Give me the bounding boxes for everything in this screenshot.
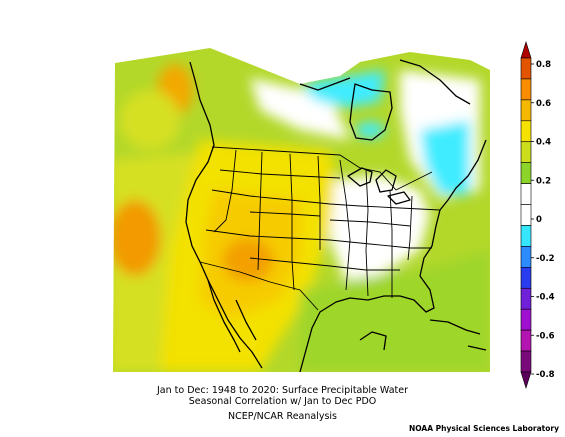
colorbar-label: -0.8: [536, 370, 555, 380]
colorbar-label: -0.4: [536, 293, 555, 303]
colorbar-segment: [520, 246, 532, 268]
colorbar-segment: [520, 78, 532, 101]
political-boundaries: [199, 146, 441, 311]
caption-line-2: Seasonal Correlation w/ Jan to Dec PDO: [188, 396, 377, 407]
colorbar-label: -0.2: [536, 254, 555, 264]
colorbar-label: 0.2: [536, 176, 551, 186]
map-field: [113, 48, 490, 372]
colorbar-segment: [520, 308, 532, 331]
caption-line-3: NCEP/NCAR Reanalysis: [227, 411, 337, 422]
colorbar-segment: [520, 225, 532, 247]
colorbar-segment: [520, 120, 532, 143]
credit-label: NOAA Physical Sciences Laboratory: [408, 424, 559, 433]
colorbar-bottom-arrow: [520, 371, 532, 390]
colorbar-label: 0.8: [536, 60, 551, 70]
colorbar: [520, 40, 532, 390]
colorbar-segment: [520, 57, 532, 80]
colorbar-label: 0: [536, 215, 542, 225]
colorbar-segment: [520, 99, 532, 122]
colorbar-segment: [520, 350, 532, 373]
colorbar-segment: [520, 329, 532, 352]
coastlines: [185, 59, 487, 373]
colorbar-segment: [520, 267, 532, 289]
colorbar-label: 0.6: [536, 99, 551, 109]
colorbar-label: 0.4: [536, 138, 551, 148]
colorbar-segment: [520, 287, 532, 310]
colorbar-labels: 0.8 0.6 0.4 0.2 0 -0.2 -0.4 -0.6 -0.8: [531, 60, 555, 380]
caption-line-1: Jan to Dec: 1948 to 2020: Surface Precip…: [157, 385, 408, 396]
colorbar-segment: [520, 141, 532, 163]
colorbar-label: -0.6: [536, 331, 555, 341]
colorbar-segment: [520, 204, 532, 226]
colorbar-segment: [520, 183, 532, 205]
colorbar-top-arrow: [520, 40, 532, 59]
colorbar-segment: [520, 162, 532, 184]
